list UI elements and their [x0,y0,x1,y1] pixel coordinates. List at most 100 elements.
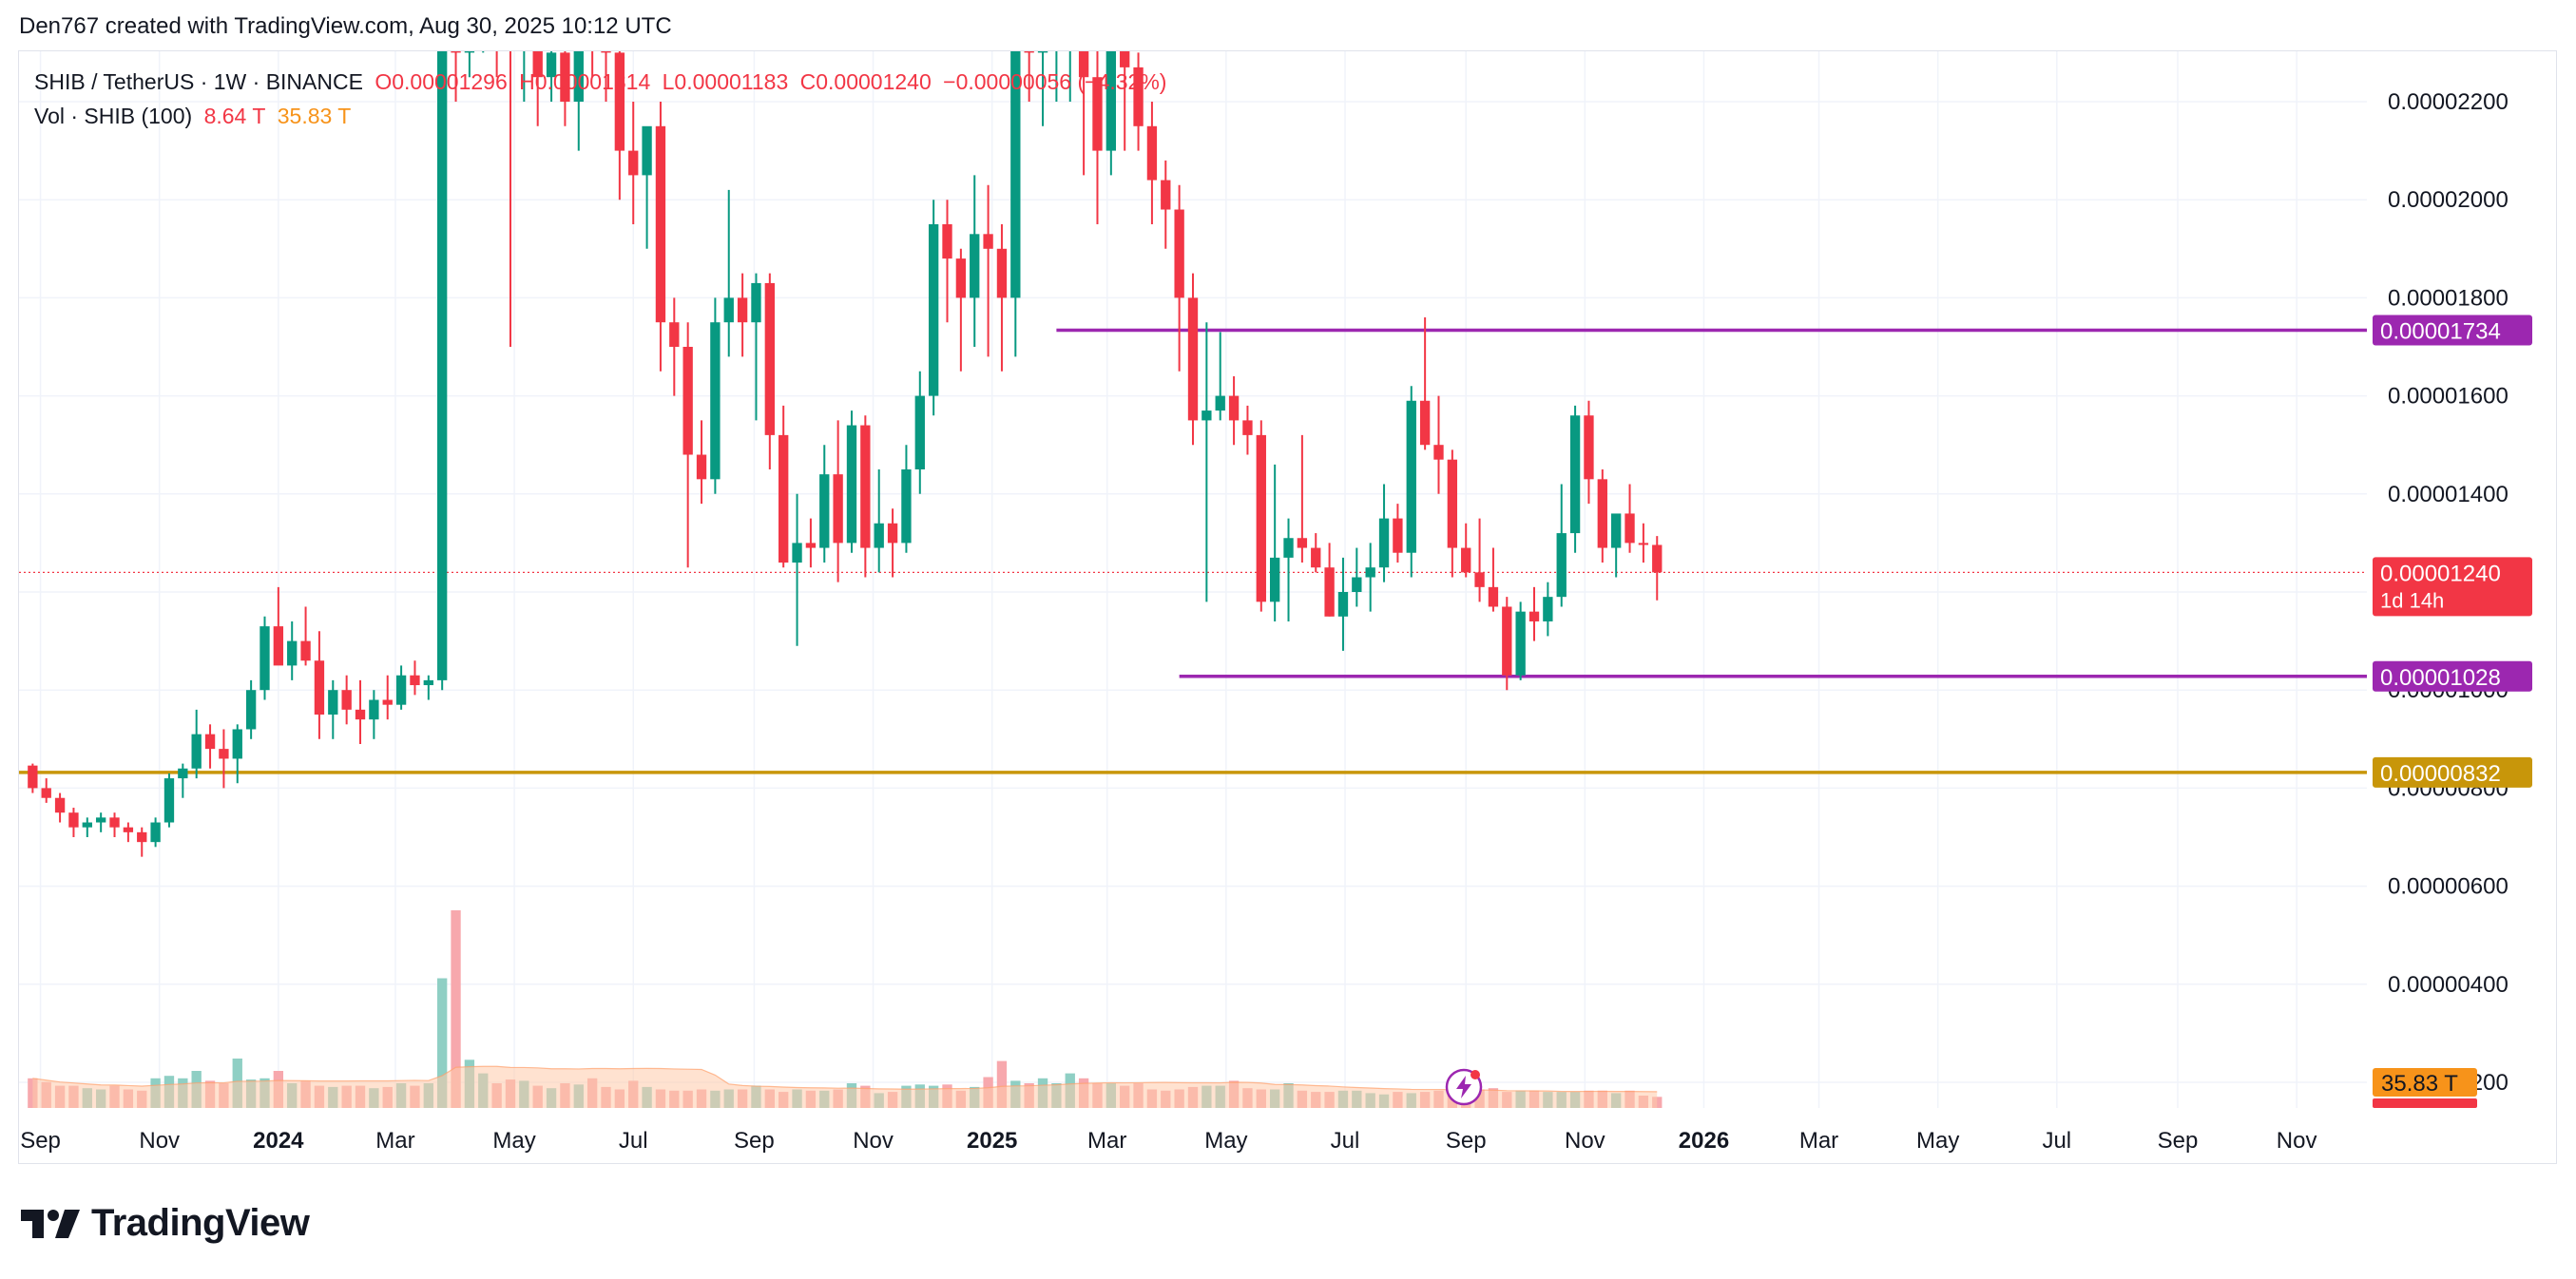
candle-body [1242,420,1253,435]
x-tick-label: May [492,1128,535,1154]
candle-body [887,523,898,544]
candle-body [1256,434,1266,602]
x-tick-label: 2025 [967,1128,1017,1154]
candle-body [846,425,857,544]
last-price-label: 0.00001240 [2380,561,2501,586]
legend-close: C0.00001240 [799,69,932,94]
candle-body [819,474,830,548]
candle-body [970,234,980,298]
candle-body [54,797,66,813]
candle-body [163,778,175,823]
level-label-bg [2373,756,2532,788]
candle-body [914,395,925,469]
candle-body [560,52,570,102]
candle-body [1461,547,1471,573]
candle-body [82,822,92,828]
volume-last-tag [2373,1098,2477,1108]
candle-body [1337,592,1349,617]
tradingview-logo[interactable]: TradingView [21,1202,310,1245]
candle-body [204,734,216,750]
legend-low: L0.00001183 [662,69,789,94]
candle-body [833,474,843,544]
countdown-label: 1d 14h [2380,588,2444,612]
candle-body [382,699,393,705]
volume-ma-area [32,1066,1658,1108]
x-tick-label: Nov [1565,1128,1605,1154]
candle-body [642,125,652,176]
x-tick-label: Sep [1446,1128,1487,1154]
tradingview-logo-icon [21,1209,80,1238]
x-tick-label: May [1916,1128,1959,1154]
candle-body [1488,586,1499,607]
candle-body [751,282,761,323]
candle-body [273,626,284,666]
candle-body [901,469,912,544]
x-tick-label: Sep [2158,1128,2199,1154]
x-tick-label: May [1204,1128,1247,1154]
candle-body [123,827,134,832]
legend-volume-ma: 35.83 T [277,104,352,128]
candle-body [451,51,461,53]
candle-body [1174,209,1184,298]
candle-body [1419,400,1431,446]
candle-body [1161,180,1171,210]
candle-body [423,679,433,686]
candle-body [655,125,666,323]
candle-body [1201,410,1212,421]
tradingview-logo-text: TradingView [91,1202,310,1244]
level-label: 0.00001028 [2380,665,2501,691]
lightning-icon[interactable] [1445,1068,1483,1106]
candle-body [1584,415,1594,480]
candle-body [28,765,38,789]
y-tick-label: 0.00000600 [2388,874,2509,900]
candle-body [410,675,420,686]
candle-body [1037,51,1048,53]
candle-body [328,690,338,715]
candle-body [1556,533,1567,598]
candle-body [1269,557,1280,602]
candle-body [1433,445,1444,460]
candle-body [710,322,721,480]
volume-ma-tag: 35.83 T [2381,1071,2458,1097]
y-tick-label: 0.00000400 [2388,972,2509,998]
level-label-bg [2373,660,2532,692]
candle-body [587,0,597,29]
candle-body [546,52,557,78]
legend-change: −0.00000056 (−4.32%) [943,69,1167,94]
candle-body [1474,572,1485,587]
candle-body [506,4,515,29]
x-tick-label: Mar [1087,1128,1126,1154]
level-label: 0.00001734 [2380,318,2501,344]
candle-body [1597,479,1607,548]
legend-symbol[interactable]: SHIB / TetherUS · 1W · BINANCE [34,69,363,94]
candle-body [1010,51,1021,298]
volume-bar [437,978,448,1108]
candle-body [300,640,311,661]
candle-body [41,788,51,798]
candle-body [1078,51,1089,78]
y-tick-label: 0.00002000 [2388,187,2509,213]
volume-bar [451,910,461,1108]
candle-body [1024,51,1034,53]
candle-body [1120,51,1130,67]
candle-body [219,749,229,759]
candle-body [355,709,366,720]
candle-body [996,248,1008,298]
x-tick-label: Sep [734,1128,775,1154]
x-tick-label: Jul [619,1128,648,1154]
candle-body [1352,577,1362,592]
candle-body [1502,606,1512,676]
candle-body [395,675,407,705]
x-tick-label: Nov [2277,1128,2317,1154]
candle-body [723,297,734,323]
legend-volume-label[interactable]: Vol · SHIB (100) [34,104,193,128]
candle-body [287,640,298,666]
candle-body [1297,538,1308,548]
candle-body [341,690,352,710]
plot-area [19,0,2367,1108]
candle-body [1187,297,1199,421]
candle-body [1215,395,1225,411]
candle-body [1569,415,1581,534]
candle-body [1528,611,1540,621]
